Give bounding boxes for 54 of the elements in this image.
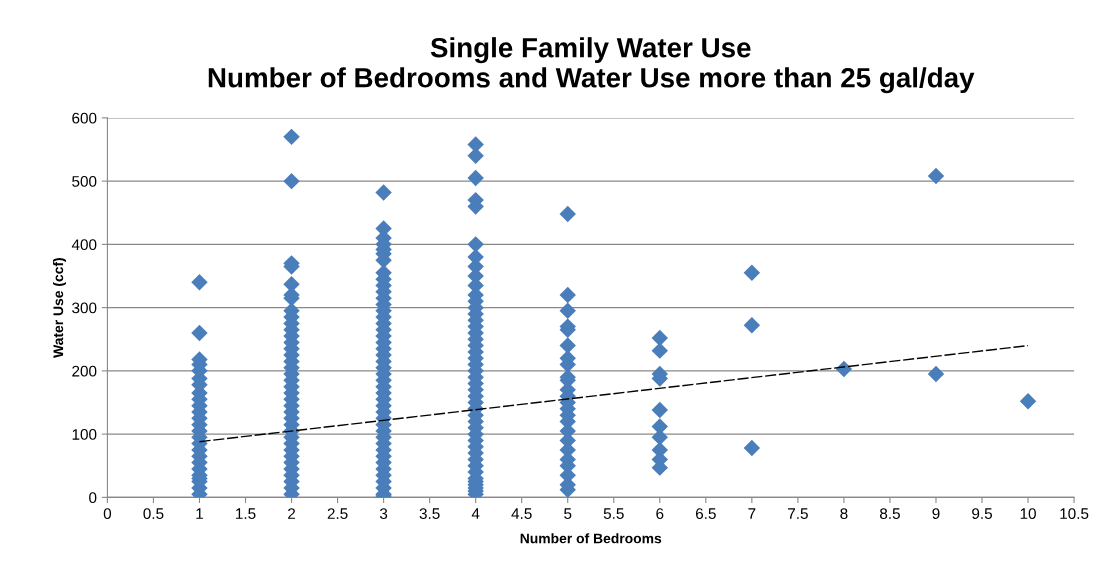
point [375,184,392,201]
x-tick-label: 0 [103,508,112,520]
x-tick-label: 9.5 [972,508,992,520]
point [467,136,484,153]
y-tick-label: 300 [72,302,97,314]
point [191,274,208,291]
x-tick-label: 3 [379,508,388,520]
y-tick-label: 100 [72,428,97,440]
x-tick-label: 7 [748,508,756,519]
y-tick-label: 500 [72,175,97,187]
x-tick-label: 10.5 [1060,508,1089,520]
x-tick-label: 4.5 [511,508,532,520]
point [283,128,300,146]
x-tick-label: 1 [196,508,203,519]
point [467,236,484,253]
x-tick-label: 8.5 [880,508,900,520]
x-tick-label: 0.5 [143,508,164,520]
point [559,286,576,304]
y-tick-label: 200 [72,365,97,377]
x-tick-label: 9 [932,508,940,520]
x-tick-label: 1.5 [236,508,256,520]
y-axis-title: Water Use (ccf) [53,258,66,358]
point [191,324,208,342]
point [1019,393,1037,410]
point [651,329,669,347]
point [651,342,669,359]
point [927,167,945,185]
point [743,439,761,457]
x-tick-label: 8 [840,508,848,520]
point [283,172,300,190]
x-tick-label: 10 [1020,508,1036,520]
x-tick-label: 3.5 [419,508,440,520]
y-tick-label: 0 [89,492,97,504]
point [651,401,669,419]
x-tick-label: 7.5 [788,508,808,520]
x-tick-label: 6.5 [695,508,716,520]
chart-title: Single Family Water Use Number of Bedrooms and Water Use more than 25 gal/day [208,37,975,94]
point [835,360,853,378]
y-tick-label: 600 [72,112,97,124]
point [743,317,761,334]
point [559,302,576,319]
x-tick-label: 2 [288,508,296,519]
x-tick-label: 5.5 [603,508,624,520]
point [743,264,761,282]
point [467,169,484,187]
y-tick-label: 400 [71,239,97,251]
x-tick-label: 2.5 [327,508,348,520]
x-tick-label: 5 [564,508,572,520]
x-tick-label: 6 [656,508,664,520]
x-tick-label: 4 [471,508,480,519]
point [559,337,576,354]
point [559,205,576,223]
x-axis-title: Number of Bedrooms [520,533,662,544]
point [927,365,945,383]
